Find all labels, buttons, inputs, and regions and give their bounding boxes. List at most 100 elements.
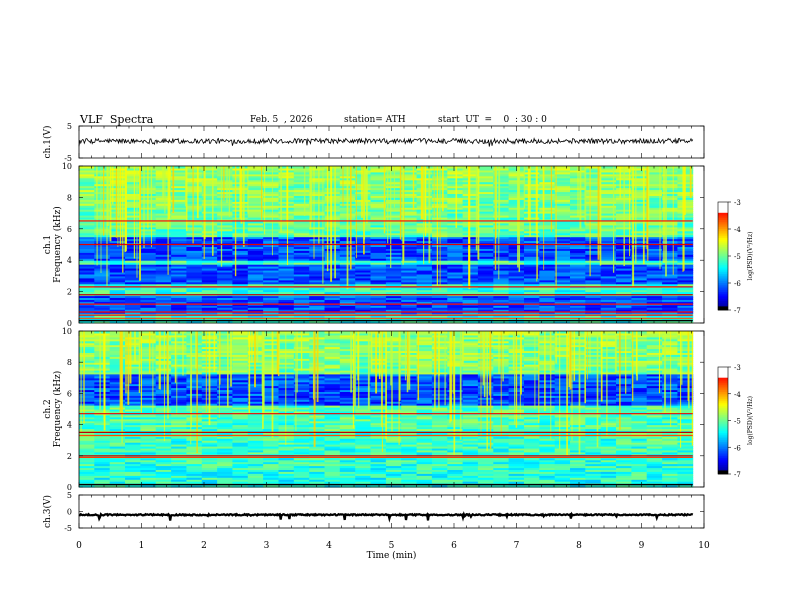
ch1-spectrogram-cell bbox=[416, 246, 433, 249]
ch2-spectrogram-cell bbox=[293, 444, 310, 447]
ch2-spectrogram-cell bbox=[554, 457, 571, 461]
ch1-spectrogram-cell bbox=[140, 244, 157, 247]
ch1-spectrogram-cell bbox=[94, 281, 111, 285]
ch1-spectrogram-cell bbox=[570, 219, 586, 222]
ch1-spectrogram-cell bbox=[662, 277, 678, 281]
ch2-spectrogram-cell bbox=[339, 471, 356, 474]
ch1-spectrogram-cell bbox=[477, 181, 494, 185]
ch2-spectrogram-cell bbox=[554, 461, 571, 465]
ch1-spectrogram-cell bbox=[585, 220, 602, 224]
ch1-spectrogram-cell bbox=[401, 240, 417, 244]
ch2-spectrogram-cell bbox=[477, 449, 494, 453]
ch1-spectrogram-cell bbox=[94, 193, 111, 196]
ch1-spectrogram-cell bbox=[278, 230, 295, 234]
ch1-spectrogram-cell bbox=[447, 260, 464, 263]
ch2-spectrogram-cell bbox=[217, 428, 233, 431]
ch1-spectrogram-cell bbox=[508, 195, 525, 198]
ch2-spectrogram-cell bbox=[431, 420, 448, 424]
ch2-spectrogram-cell bbox=[493, 473, 510, 476]
ch1-spectrogram-cell bbox=[554, 219, 571, 222]
ch2-spectrogram-cell bbox=[171, 428, 187, 431]
ch2-spectrogram-cell bbox=[646, 438, 663, 441]
ch1-spectrogram-cell bbox=[125, 168, 141, 171]
ch1-spectrogram-cell bbox=[370, 209, 387, 212]
ch1-spectrogram-cell bbox=[125, 277, 141, 281]
ch1-spectrogram-cell bbox=[401, 248, 417, 251]
ch1-spectrogram-cell bbox=[662, 264, 678, 267]
ch2-spectrogram-cell bbox=[554, 479, 571, 482]
ch1-spectrogram-cell bbox=[278, 291, 295, 295]
ch2-spectrogram-cell bbox=[155, 459, 172, 463]
ch1-spectrogram-cell bbox=[554, 179, 571, 183]
ch1-spectrogram-cell bbox=[646, 191, 663, 194]
ch2-spectrogram-cell bbox=[370, 451, 387, 455]
ch1-spectrogram-cell bbox=[293, 313, 310, 316]
ch2-spectrogram-cell bbox=[186, 475, 203, 478]
ch1-spectrogram-cell bbox=[416, 315, 433, 318]
ch2-spectrogram-cell bbox=[263, 475, 279, 478]
ch2-spectrogram-cell bbox=[339, 432, 356, 435]
ch1-spectrogram-cell bbox=[324, 283, 341, 287]
ch1-spectrogram-cell bbox=[385, 220, 402, 224]
ch1-spectrogram-cell bbox=[155, 230, 172, 234]
ch2-spectrogram-cell bbox=[263, 451, 279, 455]
ch1-spectrogram-cell bbox=[401, 175, 417, 179]
ch1-spectrogram-cell bbox=[662, 168, 678, 171]
ch1-spectrogram-cell bbox=[646, 244, 663, 247]
ch2-spectrogram-cell bbox=[631, 422, 648, 426]
ch1-spectrogram-cell bbox=[125, 264, 141, 267]
ch1-spectrogram-cell bbox=[171, 281, 187, 285]
ch1-spectrogram-cell bbox=[447, 279, 464, 283]
ch1-spectrogram-cell bbox=[171, 199, 187, 202]
ch1-spectrogram-cell bbox=[247, 275, 264, 279]
ch2-spectrogram-cell bbox=[186, 420, 203, 424]
ch1-spectrogram-cell bbox=[278, 321, 295, 324]
ch1-spectrogram-cell bbox=[247, 230, 264, 234]
ch1-spectrogram-cell bbox=[539, 301, 556, 304]
ch1-spectrogram-cell bbox=[293, 289, 310, 293]
ch1-spectrogram-cell bbox=[401, 183, 417, 187]
ch1-spectrogram-cell bbox=[125, 236, 141, 240]
ch1-spectrogram-cell bbox=[109, 315, 126, 318]
ch2-spectrogram-cell bbox=[94, 471, 111, 474]
ch1-spectrogram-cell bbox=[247, 297, 264, 300]
ch2-spectrogram-cell bbox=[232, 438, 249, 441]
ch2-spectrogram-cell bbox=[155, 449, 172, 453]
ch1-spectrogram-cell bbox=[493, 279, 510, 283]
ch2-spectrogram-cell bbox=[140, 453, 157, 457]
ch2-spectrogram-cell bbox=[247, 467, 264, 470]
ch1-spectrogram-cell bbox=[217, 203, 233, 206]
ch2-spectrogram-cell bbox=[477, 461, 494, 465]
ch1-spectrogram-cell bbox=[79, 203, 95, 206]
ch1-spectrogram-cell bbox=[477, 199, 494, 202]
ch2-spectrogram-cell bbox=[554, 430, 571, 433]
ch1-spectrogram-cell bbox=[293, 199, 310, 202]
ch1-spectrogram-cell bbox=[493, 222, 510, 226]
ch2-spectrogram-cell bbox=[109, 436, 126, 439]
ch1-spectrogram-cell bbox=[109, 252, 126, 255]
ch2-spectrogram-cell bbox=[247, 481, 264, 484]
ch1-spectrogram-cell bbox=[631, 266, 648, 269]
ch1-spectrogram-cell bbox=[524, 272, 540, 275]
ch1-spectrogram-cell bbox=[140, 272, 157, 275]
ch1-spectrogram-cell bbox=[462, 228, 479, 232]
ch1-spectrogram-cell bbox=[94, 321, 111, 324]
ch2-spectrogram-cell bbox=[646, 453, 663, 457]
ch1-spectrogram-cell bbox=[462, 315, 479, 318]
ch1-spectrogram-cell bbox=[524, 258, 540, 261]
ch2-spectrogram-cell bbox=[401, 440, 417, 443]
ch1-spectrogram-cell bbox=[631, 281, 648, 285]
ch1-waveform-y-tick-label: 5 bbox=[67, 122, 72, 131]
ch1-spectrogram-cell bbox=[263, 268, 279, 271]
ch2-spectrogram-cell bbox=[232, 467, 249, 470]
ch2-spectrogram-cell bbox=[355, 440, 371, 443]
ch2-spectrogram-cell bbox=[524, 461, 540, 465]
ch2-spectrogram-cell bbox=[401, 430, 417, 433]
ch1-spectrogram-cell bbox=[524, 309, 540, 312]
ch2-spectrogram-cell bbox=[477, 432, 494, 435]
ch1-spectrogram-cell bbox=[401, 177, 417, 181]
ch2-spectrogram-cell bbox=[493, 446, 510, 449]
ch2-spectrogram-cell bbox=[217, 449, 233, 453]
ch1-spectrogram-cell bbox=[662, 272, 678, 275]
ch1-spectrogram-cell bbox=[401, 169, 417, 173]
